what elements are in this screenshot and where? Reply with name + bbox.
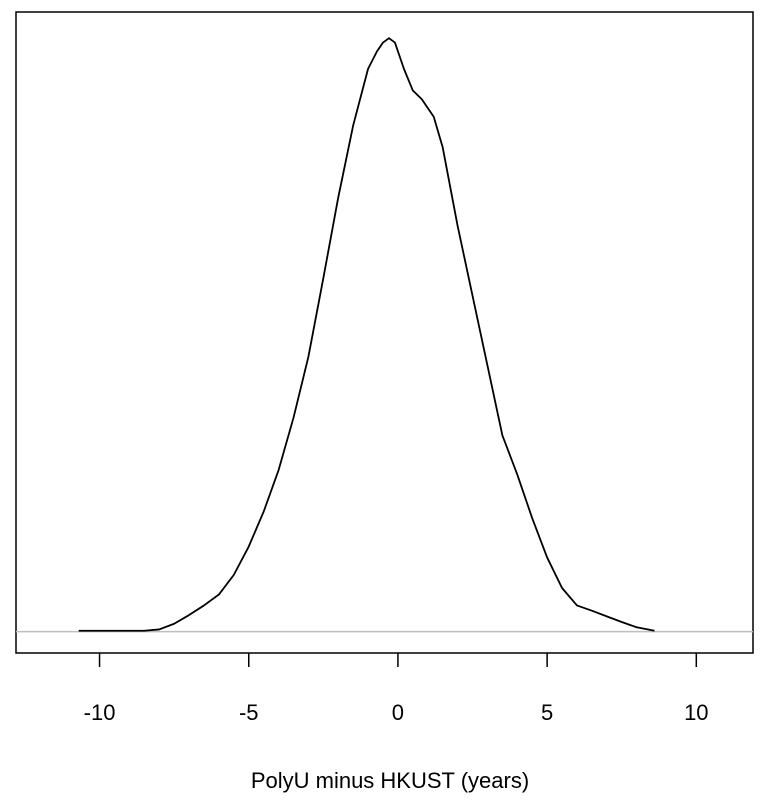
x-tick-label: -10 [84, 700, 116, 725]
density-curve [78, 37, 655, 632]
x-axis: -10 -5 0 5 10 [84, 653, 709, 725]
x-tick-label: 0 [392, 700, 404, 725]
plot-frame [15, 11, 754, 654]
x-tick-label: -5 [239, 700, 259, 725]
x-tick-label: 5 [541, 700, 553, 725]
x-tick-label: 10 [684, 700, 708, 725]
x-axis-title: PolyU minus HKUST (years) [251, 768, 529, 793]
